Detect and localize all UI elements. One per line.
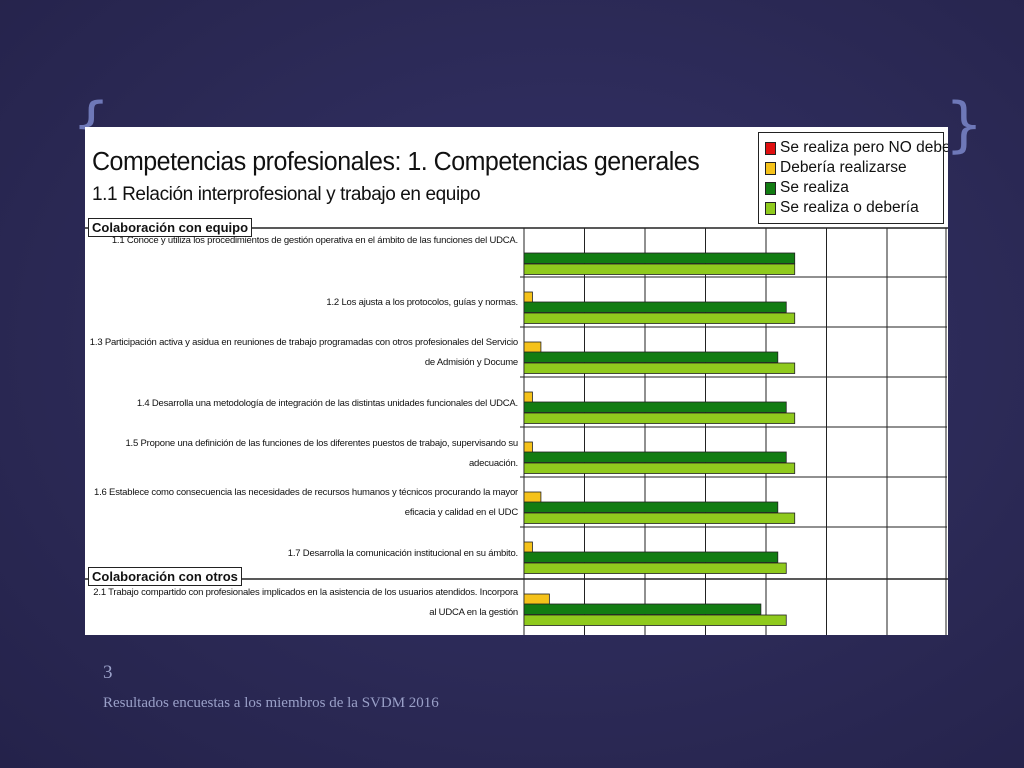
chart-title: Competencias profesionales: 1. Competenc… [92,147,700,177]
bar-3 [523,351,779,363]
bar-4 [523,512,796,524]
bar-4 [523,263,796,275]
bar-2 [523,291,533,303]
legend-label: Debería realizarse [780,159,907,176]
category-label: 1.1 Conoce y utiliza los procedimientos … [111,235,518,246]
bar-2 [523,341,542,353]
category-label: 1.2 Los ajusta a los protocolos, guías y… [326,297,518,308]
bar-3 [523,551,779,563]
legend-item-se-realiza-o-deberia: Se realiza o debería [765,198,943,218]
section-label-equipo: Colaboración con equipo [88,218,253,237]
legend-swatch-red [765,141,776,155]
bar-2 [523,391,533,403]
bar-3 [523,401,787,413]
category-label: 1.6 Establece como consecuencia las nece… [94,487,518,518]
bar-3 [523,252,796,264]
legend-swatch-light-green [765,201,776,215]
chart-legend: Se realiza pero NO debería Debería reali… [758,132,948,224]
bar-3 [523,501,779,513]
legend-label: Se realiza pero NO debería [780,139,948,156]
bar-2 [523,441,533,453]
page-number: 3 [103,662,113,683]
legend-swatch-dark-green [765,181,776,195]
legend-item-se-realiza: Se realiza [765,178,943,198]
bar-4 [523,462,796,474]
legend-swatch-yellow [765,161,776,175]
slide-bracket-right: } [945,90,984,160]
category-label: 1.7 Desarrolla la comunicación instituci… [287,548,518,559]
category-label: 1.4 Desarrolla una metodología de integr… [136,398,518,409]
bar-4 [523,614,787,626]
bar-2 [523,593,550,605]
legend-item-no-deberia: Se realiza pero NO debería [765,138,948,158]
bar-3 [523,451,787,463]
bar-4 [523,362,796,374]
category-label: 2.1 Trabajo compartido con profesionales… [93,587,518,618]
section-label-otros: Colaboración con otros [88,567,242,586]
bar-4 [523,412,796,424]
bar-4 [523,562,787,574]
slide-caption: Resultados encuestas a los miembros de l… [103,695,439,711]
bar-2 [523,541,533,553]
legend-label: Se realiza [780,179,849,196]
chart-subtitle: 1.1 Relación interprofesional y trabajo … [92,184,481,205]
category-label: 1.3 Participación activa y asidua en reu… [89,337,518,368]
legend-item-deberia-realizarse: Debería realizarse [765,158,943,178]
bar-3 [523,301,787,313]
chart-figure: Competencias profesionales: 1. Competenc… [85,127,948,635]
legend-label: Se realiza o debería [780,199,919,216]
bar-2 [523,491,542,503]
bar-3 [523,603,762,615]
chart-plot [85,227,948,635]
bar-4 [523,312,796,324]
category-label: 1.5 Propone una definición de las funcio… [125,438,518,469]
